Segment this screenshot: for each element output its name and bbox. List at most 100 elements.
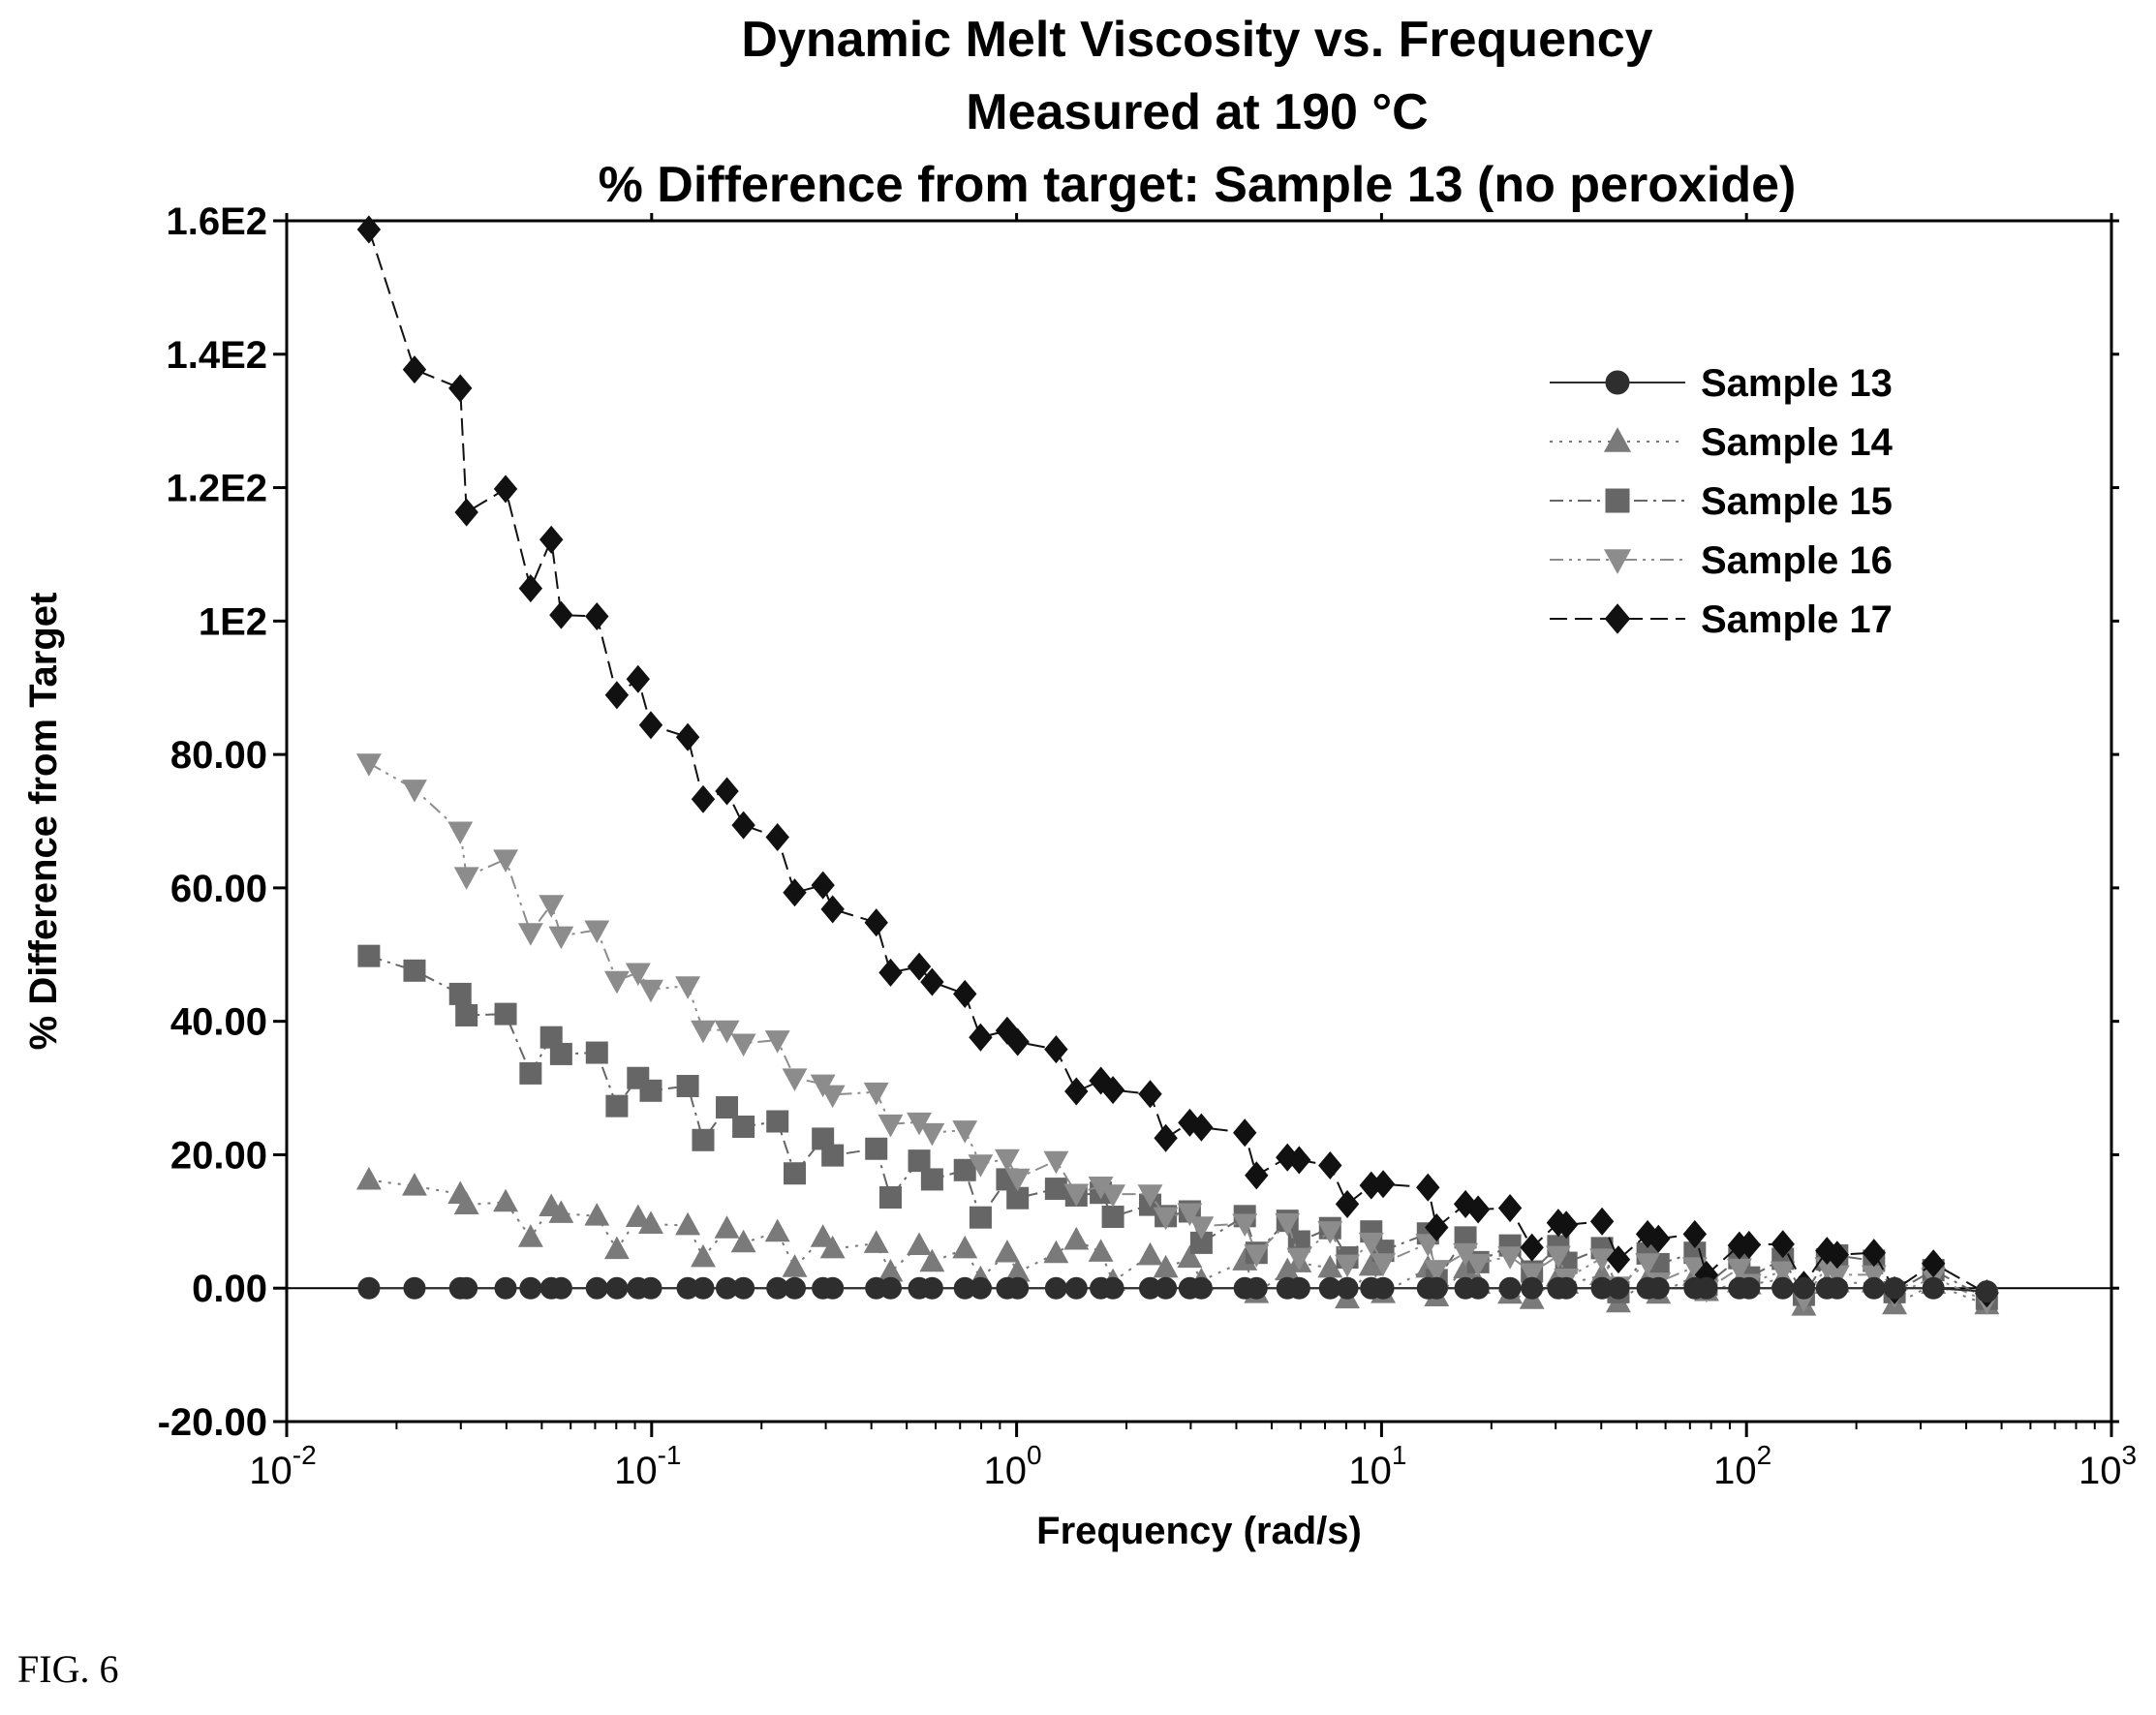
data-point [1005,1027,1030,1057]
data-point [1555,1276,1578,1300]
data-point [907,1232,932,1255]
legend: Sample 13 Sample 14 Sample 15 Sample 16 Samp… [1550,362,1894,641]
data-point [1465,1195,1491,1224]
x-tick-base: 10 [614,1450,658,1492]
x-tick-base: 10 [984,1450,1028,1492]
data-point [1100,1076,1125,1105]
y-tick-label: 60.00 [170,868,267,910]
data-point [1589,1207,1615,1236]
x-tick-label: 10-1 [614,1440,681,1492]
data-point [1154,1123,1178,1152]
data-point [1063,1183,1090,1208]
x-tick-exponent: -1 [658,1440,682,1470]
data-point [1371,1276,1395,1300]
data-point [585,601,609,631]
x-tick-label: 10-2 [249,1440,316,1492]
data-point [1883,1276,1906,1300]
data-point [732,1116,755,1139]
data-point [1155,1276,1178,1300]
data-point [402,355,427,384]
data-point [692,1276,715,1300]
data-point [1044,1276,1067,1300]
x-tick-exponent: -2 [293,1440,317,1470]
y-tick-label: 20.00 [170,1134,267,1177]
data-point [549,1276,572,1300]
legend-item: Sample 14 [1550,421,1894,464]
data-point [1371,1170,1396,1199]
data-point [604,681,630,710]
x-axis: 10-2 10-1 100 101 102 103 [249,213,2137,1492]
data-point [821,1276,845,1300]
data-point [783,878,807,907]
data-point [819,1085,846,1109]
legend-marker [1605,370,1630,395]
data-point [952,1235,978,1259]
data-point [494,1002,517,1026]
data-point [1043,1240,1069,1264]
legend-item: Sample 16 [1550,539,1893,582]
data-point [1737,1230,1762,1259]
data-point [1064,1077,1089,1106]
data-point [603,1236,630,1260]
data-point [1425,1213,1449,1242]
data-point [1101,1206,1124,1229]
data-point [907,952,932,981]
plot-frame [285,219,2113,1424]
data-point [1044,1178,1067,1201]
data-point [1545,1245,1571,1270]
data-point [1497,1246,1524,1270]
data-point [716,1096,739,1119]
data-point [1975,1280,1998,1303]
data-point [810,1224,836,1247]
data-point [1044,1035,1068,1064]
data-point [1771,1230,1795,1259]
data-point [448,374,473,403]
data-point [782,1254,808,1277]
data-point [549,600,573,629]
x-tick-exponent: 0 [1027,1440,1042,1470]
data-point [355,753,382,777]
data-point [638,979,663,1003]
data-point [1635,1253,1661,1276]
figure-label: FIG. 6 [17,1647,119,1691]
data-point [1004,1168,1031,1192]
data-point [638,1210,663,1234]
data-point [1275,1212,1301,1237]
data-point [402,780,427,803]
data-point [403,959,426,982]
chart-title: Dynamic Melt Viscosity vs. Frequency [741,12,1652,68]
data-point [731,811,755,840]
data-point [764,1030,790,1054]
data-point [1188,1216,1215,1240]
data-point [1607,1276,1630,1300]
data-point [1862,1239,1887,1268]
data-point [1189,1276,1213,1300]
data-point [969,1023,993,1052]
data-point [908,1149,931,1173]
data-point [1521,1276,1544,1300]
data-point [1153,1207,1179,1231]
data-point [518,574,543,603]
data-point [994,1148,1020,1173]
data-point [1335,1254,1360,1278]
y-tick-label: 1.2E2 [166,468,267,510]
data-point [676,1074,699,1097]
data-point [692,1128,715,1151]
data-point [953,979,977,1008]
data-point [730,1229,756,1253]
data-point [1863,1276,1886,1300]
data-point [1232,1118,1257,1148]
data-point [447,821,474,845]
data-point [1137,1184,1163,1208]
y-tick-label: 80.00 [170,734,267,777]
data-point [1245,1276,1268,1300]
legend-label: Sample 17 [1701,598,1893,641]
data-point [1792,1276,1815,1300]
legend-marker [1603,549,1632,574]
data-point [1138,1080,1162,1109]
data-point [1088,1239,1114,1262]
data-point [1287,1146,1311,1175]
x-tick-base: 10 [1713,1450,1757,1492]
x-tick-label: 103 [2079,1440,2137,1492]
